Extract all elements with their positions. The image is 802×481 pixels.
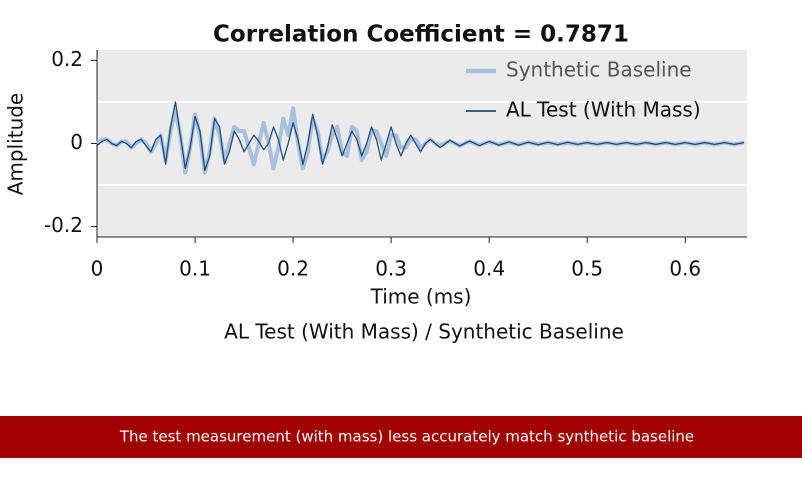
y-tick-label: -0.2 bbox=[44, 213, 83, 237]
x-tick-label: 0.2 bbox=[277, 257, 309, 281]
x-tick-label: 0.3 bbox=[375, 257, 407, 281]
x-tick-label: 0 bbox=[91, 257, 104, 281]
series-line bbox=[96, 101, 745, 172]
x-tick-label: 0.6 bbox=[669, 257, 701, 281]
chart-title: Correlation Coefficient = 0.7871 bbox=[213, 22, 629, 48]
y-tick-label: 0 bbox=[70, 130, 83, 154]
y-tick-label: 0.2 bbox=[51, 47, 83, 71]
legend-label: AL Test (With Mass) bbox=[506, 98, 701, 122]
banner-text: The test measurement (with mass) less ac… bbox=[119, 428, 694, 446]
x-axis-label: Time (ms) bbox=[370, 285, 472, 309]
x-tick-label: 0.5 bbox=[571, 257, 603, 281]
x-tick-label: 0.1 bbox=[179, 257, 211, 281]
subtitle: AL Test (With Mass) / Synthetic Baseline bbox=[224, 320, 624, 344]
legend-label: Synthetic Baseline bbox=[506, 58, 692, 82]
y-axis-label: Amplitude bbox=[4, 93, 28, 196]
banner bbox=[0, 416, 802, 458]
x-tick-label: 0.4 bbox=[473, 257, 505, 281]
